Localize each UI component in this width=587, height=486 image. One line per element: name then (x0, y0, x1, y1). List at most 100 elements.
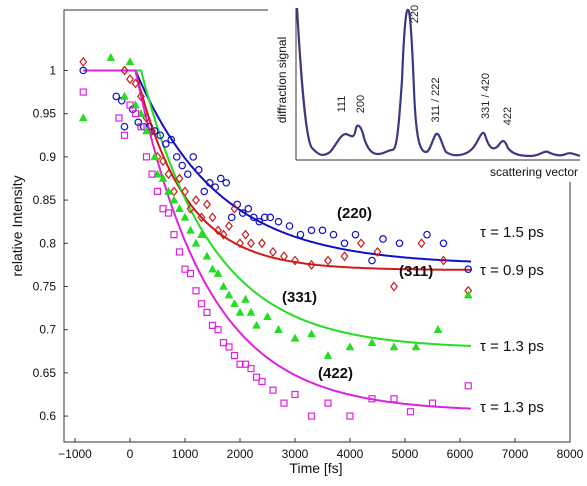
data-point (172, 153, 181, 161)
x-tick-label: 7000 (502, 447, 529, 461)
y-axis-label: relative Intensity (9, 175, 25, 276)
y-tick-label: 0.7 (39, 323, 56, 337)
peak-label-311-222: 311 / 222 (430, 77, 442, 122)
data-point (247, 238, 255, 249)
data-point (219, 339, 228, 347)
data-point (159, 205, 167, 213)
data-point (181, 265, 189, 273)
data-point (345, 342, 355, 351)
data-point (241, 229, 250, 240)
data-point (186, 203, 195, 214)
data-point (131, 110, 140, 118)
data-point (252, 373, 261, 381)
diffraction-signal-line (295, 7, 581, 158)
data-point (153, 169, 162, 178)
data-point (258, 238, 266, 249)
data-point (247, 364, 255, 373)
data-point (249, 213, 258, 222)
data-point (269, 386, 277, 394)
data-points (78, 52, 473, 420)
data-point (142, 153, 151, 161)
series-label-331: (331) (282, 289, 317, 306)
data-point (131, 100, 140, 109)
data-point (191, 238, 201, 247)
data-point (373, 246, 382, 257)
data-point (120, 65, 129, 76)
data-point (192, 287, 200, 295)
data-point (258, 377, 266, 386)
data-point (214, 326, 222, 334)
data-point (274, 217, 283, 226)
data-point (186, 225, 195, 234)
data-point (178, 161, 187, 170)
data-point (120, 131, 129, 139)
data-point (324, 255, 332, 266)
y-tick-label: 1 (49, 63, 56, 77)
data-point (241, 294, 250, 303)
data-point (406, 408, 415, 416)
data-point (417, 238, 426, 249)
data-point (208, 321, 217, 329)
data-point (307, 259, 316, 270)
tau-label-311: τ = 0.9 ps (480, 262, 544, 279)
data-point (131, 78, 140, 89)
data-point (238, 209, 247, 217)
data-point (169, 195, 179, 204)
data-point (137, 91, 145, 102)
data-point (159, 156, 167, 167)
data-point (106, 52, 116, 61)
x-tick-label: −1000 (58, 447, 92, 461)
data-point (390, 281, 398, 292)
data-point (266, 213, 275, 222)
data-point (463, 290, 473, 299)
data-point (219, 281, 228, 290)
data-point (161, 140, 170, 148)
y-tick-label: 0.9 (39, 150, 56, 164)
data-point (390, 395, 398, 403)
data-point (175, 248, 184, 256)
data-point (323, 350, 333, 359)
data-point (307, 226, 316, 235)
data-point (439, 255, 448, 266)
peak-label-422: 422 (502, 107, 514, 125)
data-point (148, 170, 156, 178)
data-point (208, 264, 217, 273)
data-point (202, 251, 212, 260)
data-point (164, 209, 173, 217)
data-point (194, 166, 203, 174)
data-point (186, 269, 195, 278)
data-point (224, 290, 234, 299)
data-point (183, 170, 192, 178)
x-tick-label: 1000 (172, 447, 199, 461)
data-point (411, 342, 421, 351)
peak-label-220: 220 (409, 5, 421, 23)
data-point (464, 382, 472, 390)
data-point (291, 390, 299, 399)
data-point (137, 123, 145, 131)
data-point (222, 179, 231, 187)
tau-label-331: τ = 1.3 ps (480, 338, 544, 355)
data-point (78, 113, 88, 122)
data-point (296, 230, 305, 239)
data-point (260, 213, 269, 222)
data-point (225, 221, 233, 231)
data-point (230, 352, 239, 360)
data-point (126, 101, 134, 109)
data-point (79, 56, 88, 67)
diffraction-inset: 111 200 220 311 / 222 331 / 420 422 diff… (268, 4, 584, 182)
data-point (280, 251, 288, 262)
data-point (324, 399, 332, 407)
data-point (175, 173, 184, 184)
data-point (175, 204, 184, 213)
data-point (120, 122, 129, 131)
data-point (156, 131, 165, 140)
series-label-311: (311) (399, 263, 433, 280)
data-point (368, 256, 376, 265)
data-point (79, 88, 87, 96)
inset-x-label: scattering vector (490, 165, 578, 179)
data-point (208, 212, 217, 223)
data-point (367, 338, 377, 346)
data-point (274, 325, 283, 333)
